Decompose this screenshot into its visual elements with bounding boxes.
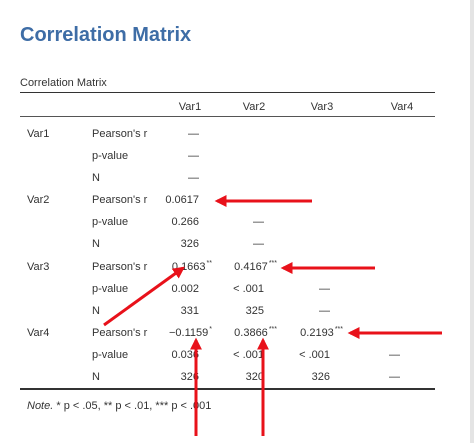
stat-label: Pearson's r (92, 128, 148, 140)
table-bottom-rule (20, 388, 435, 390)
significance-marker: ** (206, 260, 212, 267)
table-cell: 320 (207, 370, 277, 384)
table-caption: Correlation Matrix (20, 77, 107, 89)
table-header-rule (20, 116, 435, 117)
row-label-var1: Var1 (27, 128, 50, 140)
stat-label: p-value (92, 349, 129, 361)
cell-value: < .001 (233, 349, 264, 361)
stat-label: Pearson's r (92, 194, 148, 206)
stat-label: N (92, 238, 100, 250)
significance-marker: *** (268, 326, 277, 333)
stat-label: p-value (92, 150, 129, 162)
cell-value: 0.0617 (165, 194, 199, 206)
table-cell: — (142, 127, 212, 141)
cell-value: 0.4167 (234, 261, 268, 273)
column-header-var2: Var2 (242, 101, 266, 113)
note-text: * p < .05, ** p < .01, *** p < .001 (53, 400, 212, 412)
table-cell: 0.3866*** (207, 326, 277, 340)
table-note: Note. * p < .05, ** p < .01, *** p < .00… (27, 400, 211, 412)
table-cell: < .001 (207, 348, 277, 362)
arrow-diag-var3-var1 (103, 266, 185, 327)
cell-value: < .001 (299, 349, 330, 361)
stat-label: p-value (92, 283, 129, 295)
row-label-var3: Var3 (27, 261, 50, 273)
significance-marker: *** (268, 260, 277, 267)
table-cell: — (273, 304, 343, 318)
table-cell: < .001 (207, 282, 277, 296)
window-edge (470, 0, 474, 443)
cell-value: — (188, 128, 199, 140)
cell-value: < .001 (233, 283, 264, 295)
table-cell: < .001 (273, 348, 343, 362)
cell-value: 0.3866 (234, 327, 268, 339)
cell-value: — (188, 172, 199, 184)
table-cell: — (343, 370, 413, 384)
table-cell: 0.036 (142, 348, 212, 362)
table-cell: — (142, 171, 212, 185)
row-label-var2: Var2 (27, 194, 50, 206)
stat-label: N (92, 305, 100, 317)
cell-value: 331 (180, 305, 199, 317)
cell-value: — (253, 216, 264, 228)
stat-label: p-value (92, 216, 129, 228)
table-cell: 0.4167*** (207, 260, 277, 274)
table-top-rule (20, 92, 435, 93)
cell-value: — (389, 371, 400, 383)
cell-value: 326 (311, 371, 330, 383)
table-cell: — (142, 149, 212, 163)
stat-label: N (92, 172, 100, 184)
table-cell: −0.1159* (142, 326, 212, 340)
table-cell: 326 (142, 237, 212, 251)
cell-value: 0.036 (171, 349, 199, 361)
cell-value: 326 (180, 371, 199, 383)
table-cell: — (207, 237, 277, 251)
cell-value: 0.002 (171, 283, 199, 295)
stat-label: Pearson's r (92, 327, 148, 339)
table-cell: — (343, 348, 413, 362)
table-cell: 0.266 (142, 215, 212, 229)
table-cell: — (273, 282, 343, 296)
cell-value: — (389, 349, 400, 361)
table-cell: 326 (273, 370, 343, 384)
cell-value: — (319, 283, 330, 295)
cell-value: — (188, 150, 199, 162)
cell-value: 0.266 (171, 216, 199, 228)
cell-value: 320 (245, 371, 264, 383)
significance-marker: * (209, 326, 212, 333)
table-cell: 0.0617 (142, 193, 212, 207)
note-label: Note. (27, 400, 54, 412)
significance-marker: *** (334, 326, 343, 333)
table-cell: 326 (142, 370, 212, 384)
cell-value: 326 (180, 238, 199, 250)
cell-value: −0.1159 (169, 327, 209, 339)
column-header-var4: Var4 (390, 101, 414, 113)
cell-value: 325 (245, 305, 264, 317)
stat-label: Pearson's r (92, 261, 148, 273)
stat-label: N (92, 371, 100, 383)
table-cell: 0.2193*** (273, 326, 343, 340)
row-label-var4: Var4 (27, 327, 50, 339)
column-header-var3: Var3 (310, 101, 334, 113)
table-cell: 331 (142, 304, 212, 318)
table-cell: 0.002 (142, 282, 212, 296)
cell-value: — (319, 305, 330, 317)
table-cell: — (207, 215, 277, 229)
cell-value: — (253, 238, 264, 250)
column-header-var1: Var1 (178, 101, 202, 113)
cell-value: 0.2193 (300, 327, 334, 339)
page-title: Correlation Matrix (20, 24, 192, 46)
table-cell: 325 (207, 304, 277, 318)
